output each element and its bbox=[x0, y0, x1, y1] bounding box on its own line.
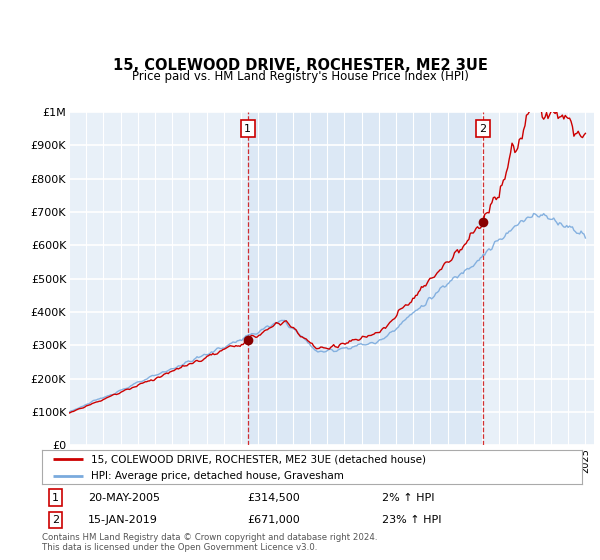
Bar bbox=[248, 112, 483, 445]
Text: 15, COLEWOOD DRIVE, ROCHESTER, ME2 3UE (detached house): 15, COLEWOOD DRIVE, ROCHESTER, ME2 3UE (… bbox=[91, 454, 425, 464]
Text: 1: 1 bbox=[244, 124, 251, 134]
Text: 15-JAN-2019: 15-JAN-2019 bbox=[88, 515, 158, 525]
Text: 2: 2 bbox=[479, 124, 487, 134]
Text: 15, COLEWOOD DRIVE, ROCHESTER, ME2 3UE: 15, COLEWOOD DRIVE, ROCHESTER, ME2 3UE bbox=[113, 58, 487, 73]
Text: 2% ↑ HPI: 2% ↑ HPI bbox=[382, 493, 434, 503]
Text: This data is licensed under the Open Government Licence v3.0.: This data is licensed under the Open Gov… bbox=[42, 543, 317, 552]
Text: 20-MAY-2005: 20-MAY-2005 bbox=[88, 493, 160, 503]
Text: 2: 2 bbox=[52, 515, 59, 525]
Text: 1: 1 bbox=[52, 493, 59, 503]
Text: Contains HM Land Registry data © Crown copyright and database right 2024.: Contains HM Land Registry data © Crown c… bbox=[42, 533, 377, 542]
Text: £671,000: £671,000 bbox=[247, 515, 300, 525]
Text: 23% ↑ HPI: 23% ↑ HPI bbox=[382, 515, 442, 525]
Text: £314,500: £314,500 bbox=[247, 493, 300, 503]
Text: HPI: Average price, detached house, Gravesham: HPI: Average price, detached house, Grav… bbox=[91, 471, 343, 480]
Text: Price paid vs. HM Land Registry's House Price Index (HPI): Price paid vs. HM Land Registry's House … bbox=[131, 70, 469, 83]
